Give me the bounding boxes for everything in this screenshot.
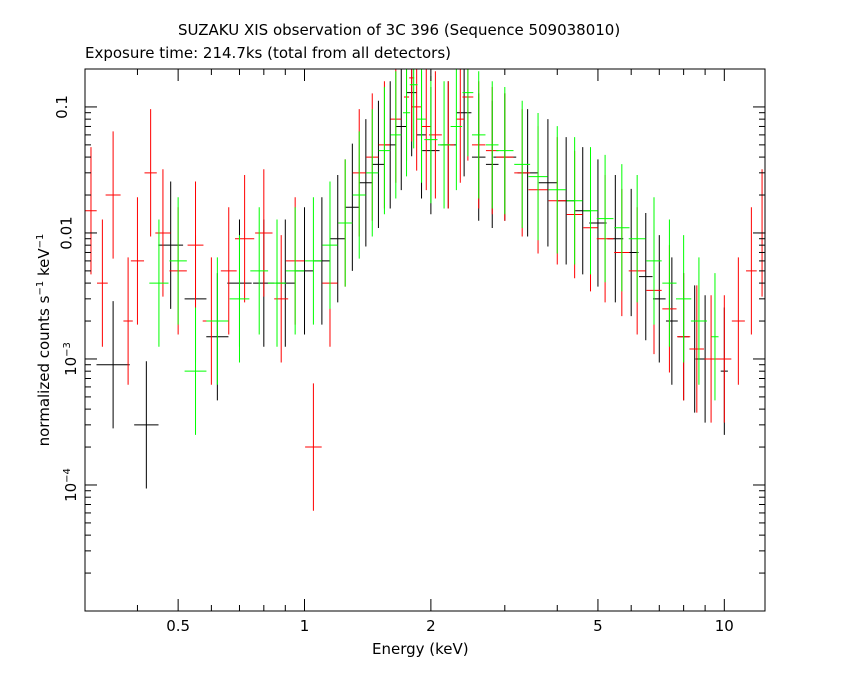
data-point	[538, 119, 558, 247]
data-point	[123, 257, 133, 385]
data-point	[704, 295, 718, 423]
data-point	[402, 69, 411, 177]
data-point	[421, 69, 431, 191]
data-point	[229, 235, 250, 363]
data-point	[274, 235, 289, 363]
data-point	[235, 175, 255, 303]
data-point	[566, 137, 583, 265]
data-point	[437, 81, 451, 209]
data-point	[220, 207, 237, 335]
series-layer	[85, 69, 766, 511]
data-point	[255, 169, 273, 297]
data-point	[416, 69, 427, 183]
data-point	[583, 147, 598, 275]
x-tick-label: 1	[299, 617, 310, 635]
data-point	[665, 257, 678, 385]
x-axis-label: Energy (keV)	[372, 640, 469, 658]
data-point	[652, 235, 666, 363]
data-point	[345, 143, 360, 271]
data-point	[471, 71, 486, 199]
data-point	[409, 69, 418, 149]
data-point	[485, 81, 499, 209]
series-2	[149, 69, 719, 435]
x-tick-label: 2	[426, 617, 436, 635]
data-point	[378, 86, 391, 215]
data-point	[130, 197, 145, 325]
data-point	[596, 154, 614, 283]
data-point	[305, 197, 322, 325]
y-axis-label-main: normalized counts s	[35, 295, 53, 447]
chart-subtitle: Exposure time: 214.7ks (total from all d…	[85, 44, 452, 62]
data-point	[134, 361, 159, 489]
data-point	[639, 212, 653, 341]
plot-frame	[84, 68, 766, 612]
data-point	[338, 159, 353, 287]
data-point	[250, 207, 269, 335]
data-point	[614, 164, 630, 292]
data-point	[330, 175, 346, 303]
data-point	[158, 181, 184, 309]
y-axis-label-mid: keV	[35, 248, 53, 281]
data-point	[662, 219, 677, 347]
series-0	[96, 69, 728, 489]
data-point	[372, 100, 385, 229]
data-point	[322, 181, 338, 309]
data-point	[589, 159, 607, 287]
y-tick-label: 10−4	[61, 468, 80, 502]
data-point	[711, 273, 719, 401]
data-point	[731, 257, 745, 385]
x-tick-label: 5	[593, 617, 603, 635]
data-point	[548, 126, 566, 254]
data-point	[462, 69, 474, 157]
y-axis-label-exp1: −1	[35, 280, 46, 296]
data-point	[286, 207, 305, 335]
data-point	[456, 69, 472, 177]
data-point	[746, 207, 757, 335]
data-point	[675, 235, 692, 363]
data-point	[496, 86, 514, 215]
data-point	[424, 75, 438, 204]
ticks-layer	[84, 68, 765, 612]
data-point	[206, 257, 229, 385]
data-point	[169, 197, 187, 325]
data-point	[187, 181, 204, 309]
data-point	[149, 219, 169, 347]
data-point	[450, 69, 463, 191]
data-point	[144, 109, 157, 237]
data-point	[96, 301, 130, 429]
chart-title: SUZAKU XIS observation of 3C 396 (Sequen…	[178, 21, 621, 39]
data-point	[366, 109, 379, 237]
data-point	[267, 219, 287, 347]
data-point	[305, 383, 322, 511]
data-point	[628, 175, 646, 303]
data-point	[184, 307, 207, 435]
data-point	[155, 169, 171, 297]
data-point	[456, 69, 465, 183]
x-tick-label: 10	[714, 617, 734, 635]
data-point	[717, 295, 732, 423]
data-point	[390, 71, 402, 199]
x-tick-label: 0.5	[166, 617, 191, 635]
data-point	[85, 147, 97, 275]
data-point	[646, 197, 662, 325]
y-tick-label: 0.01	[57, 216, 76, 250]
y-axis-label: normalized counts s−1 keV−1	[35, 234, 53, 447]
data-point	[396, 69, 407, 191]
data-point	[359, 119, 373, 247]
data-point	[514, 100, 531, 229]
data-point	[352, 131, 366, 259]
data-point	[690, 257, 707, 385]
data-point	[689, 285, 704, 413]
y-axis-label-exp2: −1	[35, 233, 46, 249]
data-point	[97, 219, 108, 347]
data-point	[528, 112, 548, 241]
y-tick-label: 10−3	[61, 342, 80, 376]
data-point	[105, 131, 121, 259]
y-tick-label: 0.1	[52, 94, 71, 119]
